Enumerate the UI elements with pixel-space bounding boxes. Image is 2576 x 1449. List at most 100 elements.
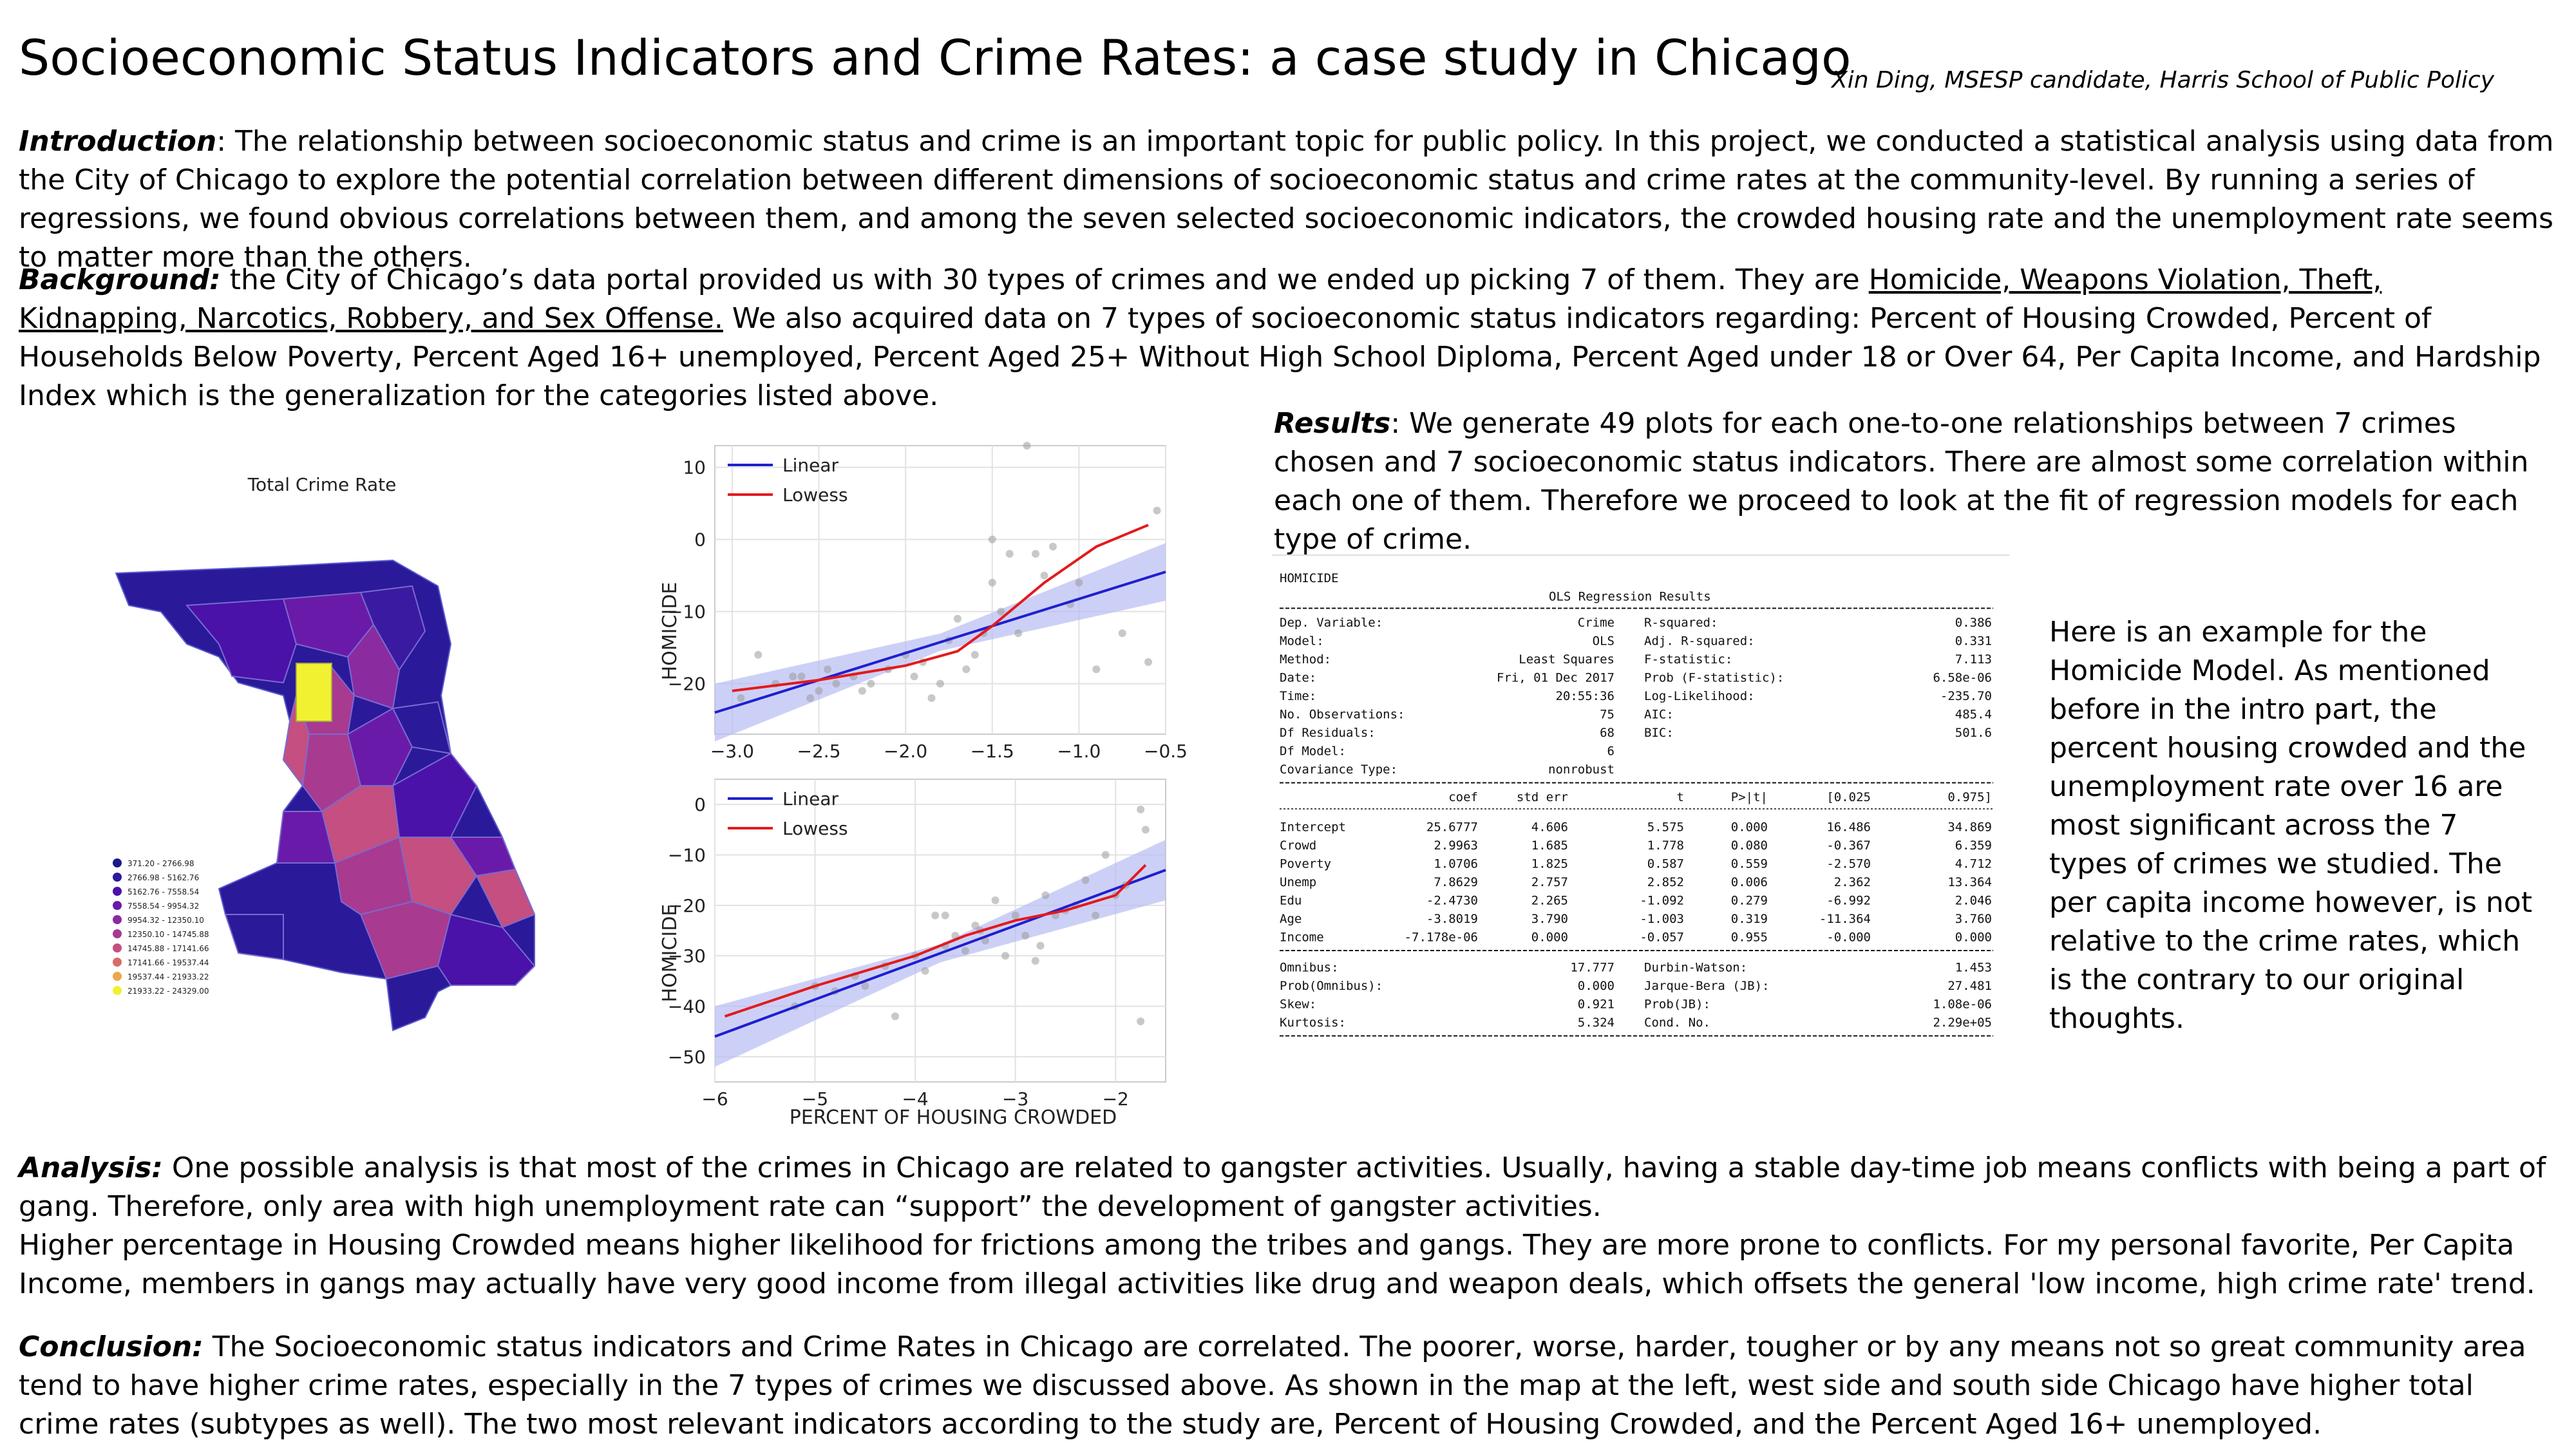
data-point — [1118, 629, 1126, 638]
ols-subtitle: OLS Regression Results — [1549, 590, 1711, 604]
y-tick-label: 0 — [694, 794, 706, 815]
legend-swatch — [113, 901, 122, 910]
ols-diag-label: Kurtosis: — [1280, 1016, 1346, 1030]
ols-cell: 2.9963 — [1434, 838, 1478, 853]
ols-cell: 16.486 — [1826, 820, 1871, 835]
ols-summary-value: Least Squares — [1519, 652, 1615, 667]
legend-swatch — [113, 986, 122, 995]
ols-cell: -6.992 — [1826, 894, 1871, 908]
ols-summary-label: AIC: — [1644, 708, 1674, 722]
ols-dependent-name: HOMICIDE — [1280, 571, 1339, 585]
analysis-paragraph: Analysis: One possible analysis is that … — [19, 1149, 2556, 1303]
ols-summary-label: Covariance Type: — [1280, 762, 1397, 777]
ols-summary-label: No. Observations: — [1280, 708, 1405, 722]
legend-swatch — [113, 958, 122, 967]
chicago-community-map — [115, 559, 536, 1032]
homicide-example-paragraph: Here is an example for the Homicide Mode… — [2049, 616, 2532, 1035]
analysis-label: Analysis: — [19, 1151, 163, 1184]
conclusion-paragraph: Conclusion: The Socioeconomic status ind… — [19, 1328, 2556, 1444]
ols-cell: -0.000 — [1826, 931, 1871, 945]
legend-label: 12350.10 - 14745.88 — [128, 930, 209, 939]
data-point — [789, 672, 797, 681]
ols-column-header: 0.975] — [1947, 790, 1992, 804]
legend-label: 21933.22 - 24329.00 — [128, 987, 209, 996]
ols-summary-value: 0.386 — [1955, 616, 1992, 630]
crime-types-list: Homicide, Weapons Violation, Theft, Kidn… — [19, 263, 2382, 335]
ols-cell: 0.559 — [1731, 857, 1768, 871]
data-point — [1014, 629, 1023, 638]
data-point — [991, 896, 999, 904]
ols-summary-value: 485.4 — [1955, 708, 1992, 722]
homicide-scatter-bottom: HOMICIDE PERCENT OF HOUSING CROWDED −6 −5… — [659, 779, 1166, 1129]
ols-summary-value: 0.331 — [1955, 634, 1992, 649]
data-point — [997, 607, 1005, 616]
lowess-fit-line — [732, 524, 1149, 692]
data-point — [927, 694, 936, 702]
ols-cell: 2.265 — [1531, 894, 1568, 908]
y-tick-label: −10 — [668, 845, 706, 866]
data-point — [1101, 851, 1110, 859]
ols-diag-value: 2.29e+05 — [1933, 1016, 1992, 1030]
ols-diag-label: Jarque-Bera (JB): — [1644, 979, 1769, 993]
ols-cell: 1.685 — [1531, 838, 1568, 853]
ols-diag-label: Skew: — [1280, 998, 1316, 1012]
background-text-after: We also acquired data on 7 types of soci… — [19, 302, 2541, 412]
legend-swatch — [113, 915, 122, 924]
data-point — [931, 911, 940, 920]
y-tick-label: −30 — [668, 945, 706, 967]
legend-label: Lowess — [782, 818, 848, 839]
ols-diag-label: Durbin-Watson: — [1644, 961, 1747, 975]
ols-cell: -0.367 — [1826, 838, 1871, 853]
y-tick-label: −50 — [668, 1046, 706, 1068]
data-point — [1144, 658, 1153, 666]
y-axis-label: HOMICIDE — [659, 582, 681, 681]
ols-summary-label: Df Residuals: — [1280, 726, 1376, 740]
ols-summary-label: Time: — [1280, 689, 1316, 703]
y-tick-label: −20 — [668, 674, 706, 695]
ols-summary-value: 501.6 — [1955, 726, 1992, 740]
data-point — [815, 687, 823, 695]
x-tick-label: −3 — [1002, 1088, 1028, 1110]
legend-label: 14745.88 - 17141.66 — [128, 944, 209, 953]
ols-cell: 2.362 — [1834, 875, 1871, 889]
data-point — [1011, 911, 1019, 920]
data-point — [988, 535, 996, 544]
ols-summary-value: 20:55:36 — [1555, 689, 1615, 703]
x-tick-label: −1.5 — [971, 741, 1014, 762]
ols-summary-value: OLS — [1593, 634, 1615, 649]
data-point — [1041, 891, 1050, 900]
ols-cell: 7.8629 — [1434, 875, 1478, 889]
conclusion-text: The Socioeconomic status indicators and … — [19, 1331, 2526, 1441]
ols-cell: -2.4730 — [1426, 894, 1478, 908]
data-point — [806, 694, 815, 702]
ols-row-label: Edu — [1280, 894, 1302, 908]
ols-diag-label: Prob(JB): — [1644, 998, 1710, 1012]
ols-cell: 0.006 — [1731, 875, 1768, 889]
data-point — [797, 672, 806, 681]
ols-summary-value: 68 — [1600, 726, 1615, 740]
ols-cell: 0.319 — [1731, 912, 1768, 926]
data-point — [910, 672, 918, 681]
data-point — [1031, 957, 1039, 965]
legend-label: 7558.54 - 9954.32 — [128, 902, 199, 911]
data-point — [1137, 806, 1145, 813]
ols-summary-label: Prob (F-statistic): — [1644, 671, 1784, 685]
data-point — [941, 911, 949, 920]
ols-summary-label: Adj. R-squared: — [1644, 634, 1755, 649]
ols-summary-label: Log-Likelihood: — [1644, 689, 1755, 703]
ols-cell: 0.587 — [1647, 857, 1684, 871]
ols-summary-value: Fri, 01 Dec 2017 — [1497, 671, 1615, 685]
ols-row-label: Unemp — [1280, 875, 1316, 889]
ols-summary-value: 6 — [1607, 744, 1615, 759]
ols-cell: 1.825 — [1531, 857, 1568, 871]
linear-fit-line — [714, 869, 1166, 1038]
legend-swatch — [113, 972, 122, 981]
data-point — [1036, 942, 1045, 950]
legend-label: 5162.76 - 7558.54 — [128, 887, 199, 896]
ols-diag-value: 0.921 — [1578, 998, 1615, 1012]
results-paragraph: Results: We generate 49 plots for each o… — [1274, 404, 2536, 559]
background-text-before: the City of Chicago’s data portal provid… — [220, 263, 1869, 296]
ols-cell: 0.080 — [1731, 838, 1768, 853]
data-point — [861, 982, 869, 990]
